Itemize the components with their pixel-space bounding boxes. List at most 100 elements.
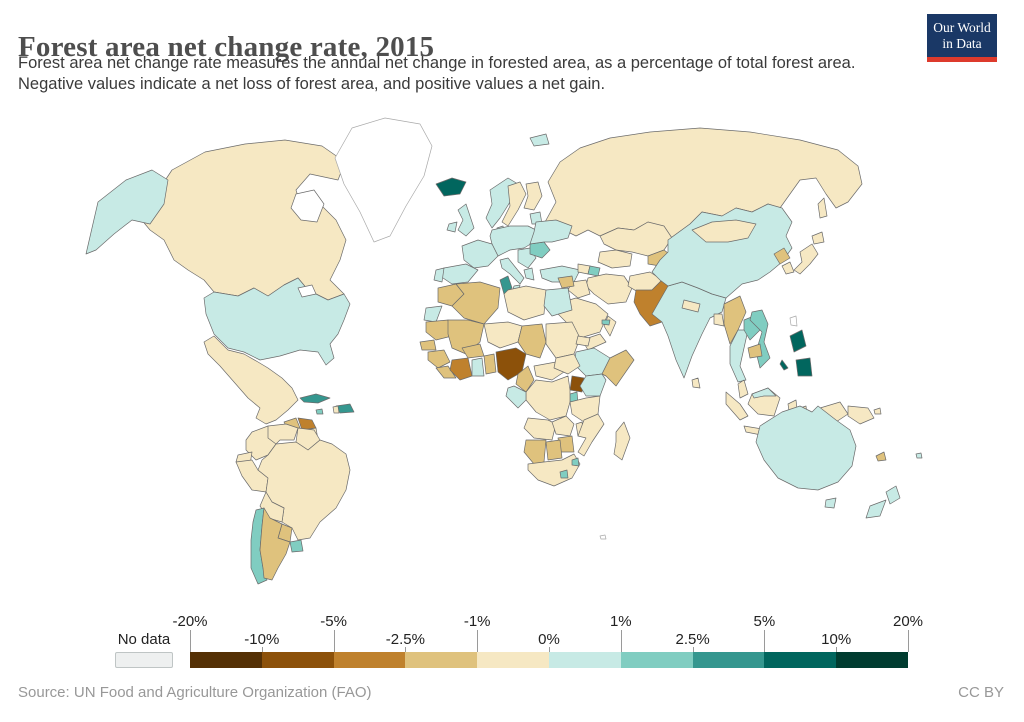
country-australia[interactable] [824,497,837,509]
country-lesotho[interactable] [559,469,569,479]
country-egypt[interactable] [543,287,573,317]
legend-bin--2.5% to -1%[interactable] [405,652,478,668]
country-italy[interactable] [499,257,525,285]
country-north-korea[interactable] [773,247,791,265]
country-niger[interactable] [483,321,523,349]
country-greece[interactable] [523,267,535,281]
country-nepal[interactable] [681,299,701,313]
legend-bin-10% to 20%[interactable] [836,652,908,668]
country-new-zealand[interactable] [865,499,887,519]
country-somalia[interactable] [601,349,635,387]
legend-bin-5% to 10%[interactable] [764,652,837,668]
legend-bin--10% to -5%[interactable] [261,652,334,668]
country-cambodia[interactable] [747,343,763,359]
world-choropleth-map[interactable] [0,108,1024,608]
country-madagascar[interactable] [613,421,631,461]
country-libya[interactable] [503,285,547,321]
country-solomon-islands[interactable] [873,407,882,415]
country-new-zealand[interactable] [885,485,901,505]
country-eritrea[interactable] [575,335,591,347]
legend-no-data-swatch[interactable] [115,652,173,668]
country-bangladesh[interactable] [713,313,725,327]
country-chad[interactable] [517,323,547,359]
country-uganda[interactable] [569,375,585,393]
country-canada[interactable] [139,139,347,301]
country-botswana[interactable] [545,439,563,461]
country-central-europe[interactable] [489,225,537,257]
country-iceland[interactable] [435,177,467,197]
country-finland[interactable] [523,181,543,211]
country-philippines[interactable] [795,357,813,377]
country-sierra-leone-liberia[interactable] [435,365,457,379]
country-vietnam[interactable] [749,309,771,369]
country-sweden[interactable] [501,181,527,227]
country-azerbaijan[interactable] [587,265,601,277]
country-ireland[interactable] [446,221,458,233]
country-iran[interactable] [585,273,633,305]
country-angola[interactable] [523,417,557,441]
country-uruguay[interactable] [289,539,304,553]
legend-bin-1% to 2.5%[interactable] [620,652,693,668]
country-india[interactable] [651,281,727,379]
country-greenland[interactable] [334,117,433,243]
country-venezuela[interactable] [267,423,299,445]
country-australia[interactable] [755,405,857,491]
country-eswatini[interactable] [571,457,580,467]
country-japan[interactable] [793,243,819,275]
country-ukraine[interactable] [529,219,573,245]
country-kenya[interactable] [579,373,607,397]
country-china[interactable] [651,203,793,299]
country-papua-new-guinea[interactable] [847,405,875,425]
country-mauritania[interactable] [425,319,453,341]
country-brazil[interactable] [257,439,351,541]
country-western-sahara[interactable] [423,305,443,323]
country-south-sudan[interactable] [553,353,581,375]
country-philippines[interactable] [779,359,789,371]
country-namibia[interactable] [523,439,547,465]
country-senegal[interactable] [419,339,437,351]
country-spain[interactable] [439,263,479,285]
country-south-korea[interactable] [781,261,795,275]
license-badge[interactable]: CC BY [958,684,1004,701]
country-malaysia-borneo[interactable] [751,387,777,399]
country-united-states[interactable] [203,277,351,366]
country-sri-lanka[interactable] [691,377,701,389]
country-argentina[interactable] [259,507,291,581]
country-jamaica[interactable] [315,408,324,415]
country-portugal[interactable] [433,267,445,283]
country-indonesia[interactable] [725,391,749,421]
country-french-southern-territories[interactable] [599,534,607,540]
legend-bin-0% to 1%[interactable] [548,652,621,668]
country-malaysia[interactable] [737,379,749,399]
country-togo-benin[interactable] [483,353,497,375]
country-svalbard[interactable] [529,133,550,147]
legend-bin-2.5% to 5%[interactable] [692,652,765,668]
country-philippines[interactable] [789,329,807,353]
country-haiti[interactable] [332,405,340,414]
country-uzbekistan-turkmenistan[interactable] [597,249,633,269]
country-mongolia[interactable] [691,219,757,243]
country-cameroon[interactable] [515,365,535,393]
country-guinea[interactable] [427,349,451,369]
country-zambia[interactable] [551,415,575,437]
country-sudan[interactable] [545,321,581,359]
legend-bin--1% to 0%[interactable] [477,652,549,668]
country-thailand[interactable] [729,329,749,383]
country-burkina-faso[interactable] [461,343,485,359]
owid-logo[interactable]: Our World in Data [927,14,997,62]
country-new-caledonia[interactable] [875,451,887,462]
country-united-states[interactable] [85,169,169,255]
country-cuba[interactable] [299,393,331,404]
country-algeria[interactable] [451,281,501,325]
country-syria[interactable] [557,275,575,289]
country-taiwan[interactable] [789,315,798,327]
country-russia[interactable] [817,197,828,219]
country-cote-divoire[interactable] [449,357,473,381]
country-mozambique[interactable] [577,413,605,457]
country-united-arab-emirates[interactable] [601,319,611,326]
country-ghana[interactable] [471,357,485,377]
country-united-kingdom[interactable] [457,203,475,237]
legend-bin--5% to -2.5%[interactable] [333,652,406,668]
country-france[interactable] [461,239,499,269]
country-fiji[interactable] [915,452,923,459]
